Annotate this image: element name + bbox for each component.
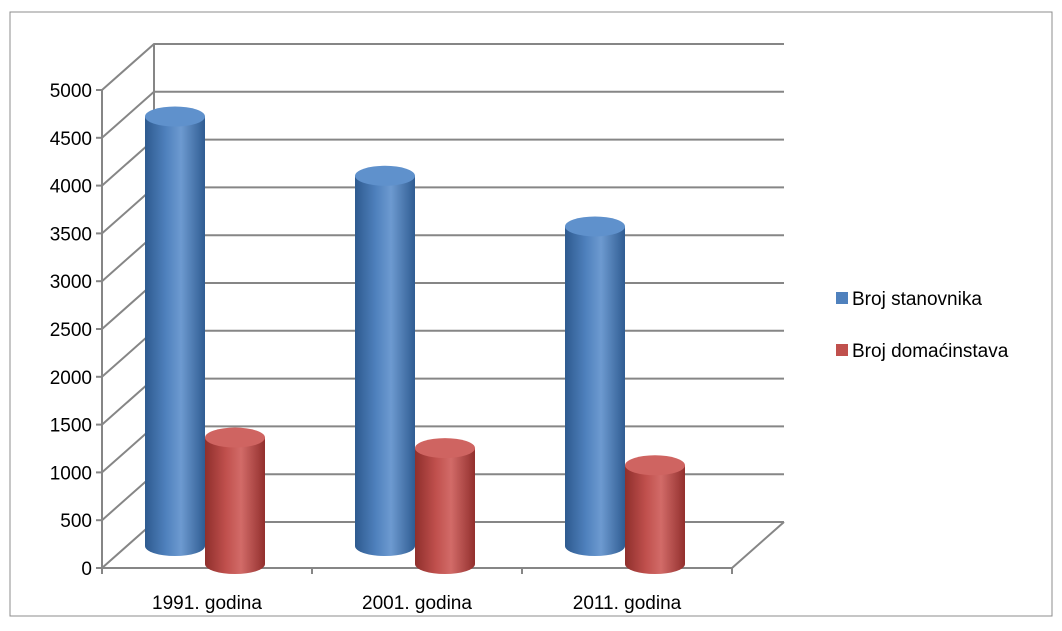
y-tick-label: 3500 <box>50 224 92 245</box>
x-tick-label: 1991. godina <box>152 593 262 614</box>
bar-body <box>625 465 685 574</box>
bar-body <box>145 116 205 556</box>
bar-broj-domacinstava <box>205 427 265 574</box>
bar-body <box>205 437 265 574</box>
x-tick-label: 2011. godina <box>573 593 682 614</box>
bar-cap <box>565 216 625 237</box>
bar-cap <box>415 438 475 459</box>
bar-broj-stanovnika <box>355 165 415 556</box>
bar-body <box>415 448 475 574</box>
legend-label: Broj domaćinstava <box>852 341 1009 362</box>
bar-body <box>565 226 625 556</box>
y-tick-label: 2000 <box>50 368 92 389</box>
y-tick-label: 3000 <box>50 272 92 293</box>
bar-broj-domacinstava <box>625 455 685 574</box>
y-tick-label: 5000 <box>50 81 92 102</box>
legend-swatch <box>836 292 848 304</box>
y-tick-label: 0 <box>81 559 92 580</box>
y-tick-label: 1500 <box>50 416 92 437</box>
legend-label: Broj stanovnika <box>852 289 982 310</box>
bar-cap <box>145 106 205 127</box>
x-tick-label: 2001. godina <box>362 593 472 614</box>
y-tick-label: 4500 <box>50 129 92 150</box>
y-tick-label: 2500 <box>50 320 92 341</box>
y-tick-label: 4000 <box>50 177 92 198</box>
legend-swatch <box>836 344 848 356</box>
bar-cap <box>205 427 265 448</box>
bar-body <box>355 175 415 556</box>
bar-broj-stanovnika <box>145 106 205 556</box>
bar-broj-domacinstava <box>415 438 475 574</box>
bar-cap <box>625 455 685 476</box>
bar-broj-stanovnika <box>565 216 625 556</box>
bar-cap <box>355 165 415 186</box>
y-tick-label: 500 <box>60 511 92 532</box>
y-tick-label: 1000 <box>50 463 92 484</box>
